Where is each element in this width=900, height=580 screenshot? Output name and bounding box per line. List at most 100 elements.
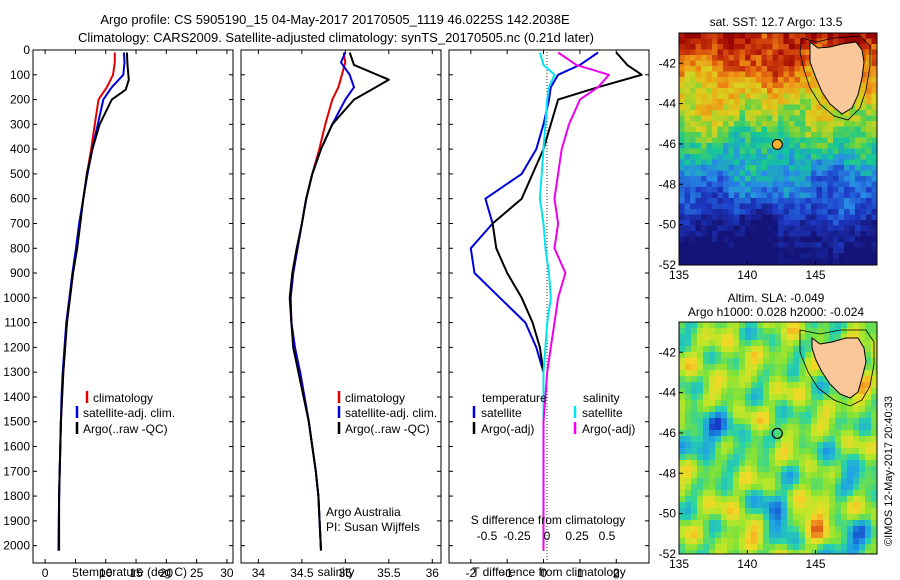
sst-cell xyxy=(701,88,707,94)
sla-cell xyxy=(823,460,830,467)
sst-cell xyxy=(789,132,795,138)
sla-cell xyxy=(685,418,692,425)
salinity-difference-axis: -0.5 -0.25 0 0.25 0.5 xyxy=(477,529,616,543)
sla-cell xyxy=(709,364,716,371)
sst-cell xyxy=(734,143,740,149)
sst-cell xyxy=(701,225,707,232)
sla-cell xyxy=(859,424,866,431)
sla-cell xyxy=(787,532,794,539)
sla-cell xyxy=(781,400,788,407)
sla-cell xyxy=(787,376,794,383)
sla-cell xyxy=(823,412,830,419)
sla-cell xyxy=(745,550,752,554)
sla-cell xyxy=(847,466,854,473)
sla-cell xyxy=(811,334,818,341)
sla-cell xyxy=(793,508,800,515)
sla-cell xyxy=(781,382,788,389)
sla-cell xyxy=(829,430,836,437)
sst-cell xyxy=(855,110,861,116)
sst-cell xyxy=(860,198,867,204)
sst-cell xyxy=(822,115,828,122)
sla-cell xyxy=(751,466,758,473)
sst-cell xyxy=(849,154,856,160)
sla-cell xyxy=(865,550,872,554)
sst-cell xyxy=(778,236,784,243)
sla-cell xyxy=(811,496,818,503)
sla-cell xyxy=(835,322,842,329)
sst-cell xyxy=(717,225,724,232)
sst-cell xyxy=(800,187,806,193)
sst-cell xyxy=(860,121,867,127)
sst-cell xyxy=(761,143,768,149)
sst-cell xyxy=(728,242,735,248)
sst-cell xyxy=(778,165,784,171)
sst-cell xyxy=(789,220,795,226)
sst-cell xyxy=(756,258,762,265)
sst-cell xyxy=(712,44,718,50)
sst-cell xyxy=(701,55,707,61)
sst-cell xyxy=(712,231,718,237)
sla-cell xyxy=(787,328,794,335)
sla-cell xyxy=(751,430,758,437)
sla-cell xyxy=(865,346,872,353)
sst-cell xyxy=(761,220,768,226)
sla-cell xyxy=(799,484,806,491)
sst-cell xyxy=(750,176,757,182)
sla-cell xyxy=(829,466,836,473)
sst-cell xyxy=(684,49,691,56)
sst-cell xyxy=(745,170,751,177)
sst-cell xyxy=(811,236,817,243)
sst-cell xyxy=(866,110,872,116)
sla-cell xyxy=(817,496,824,503)
sla-cell xyxy=(697,388,704,395)
sst-cell xyxy=(816,258,823,265)
sst-cell xyxy=(805,154,812,160)
sla-cell xyxy=(739,550,746,554)
sla-cell xyxy=(769,448,776,455)
sla-cell xyxy=(745,496,752,503)
sla-cell xyxy=(781,514,788,521)
sla-cell xyxy=(685,394,692,401)
sla-cell xyxy=(823,322,830,329)
sst-cell xyxy=(717,55,724,61)
sst-cell xyxy=(717,209,724,215)
sla-cell xyxy=(829,538,836,545)
sst-cell xyxy=(866,159,872,166)
sst-cell xyxy=(690,247,696,254)
sst-cell xyxy=(756,44,762,50)
sst-cell xyxy=(794,77,801,83)
sst-cell xyxy=(772,187,779,193)
sla-cell xyxy=(781,550,788,554)
sst-cell xyxy=(772,165,779,171)
sla-cell xyxy=(829,502,836,509)
sst-cell xyxy=(706,143,713,149)
sst-cell xyxy=(712,214,718,221)
sst-cell xyxy=(739,187,746,193)
sst-cell xyxy=(805,170,812,177)
lat-tick-label: -42 xyxy=(659,345,677,359)
sst-cell xyxy=(822,143,828,149)
sla-cell xyxy=(769,424,776,431)
sst-cell xyxy=(805,148,812,155)
sst-cell xyxy=(833,148,839,155)
sst-cell xyxy=(706,66,713,72)
sst-cell xyxy=(871,148,877,155)
sst-cell xyxy=(772,231,779,237)
sst-cell xyxy=(844,170,850,177)
sla-cell xyxy=(793,412,800,419)
sst-cell xyxy=(805,71,812,78)
sla-cell xyxy=(841,418,848,425)
sst-cell xyxy=(805,198,812,204)
sst-cell xyxy=(860,154,867,160)
x-tick-label: -1 xyxy=(502,566,513,580)
sst-cell xyxy=(794,66,801,72)
depth-tick-label: 1700 xyxy=(3,464,30,478)
sst-cell xyxy=(783,121,790,127)
sla-cell xyxy=(751,544,758,551)
sst-cell xyxy=(717,137,724,144)
sla-cell xyxy=(769,526,776,533)
sst-cell xyxy=(767,71,773,78)
sst-cell xyxy=(761,209,768,215)
sla-cell xyxy=(763,430,770,437)
